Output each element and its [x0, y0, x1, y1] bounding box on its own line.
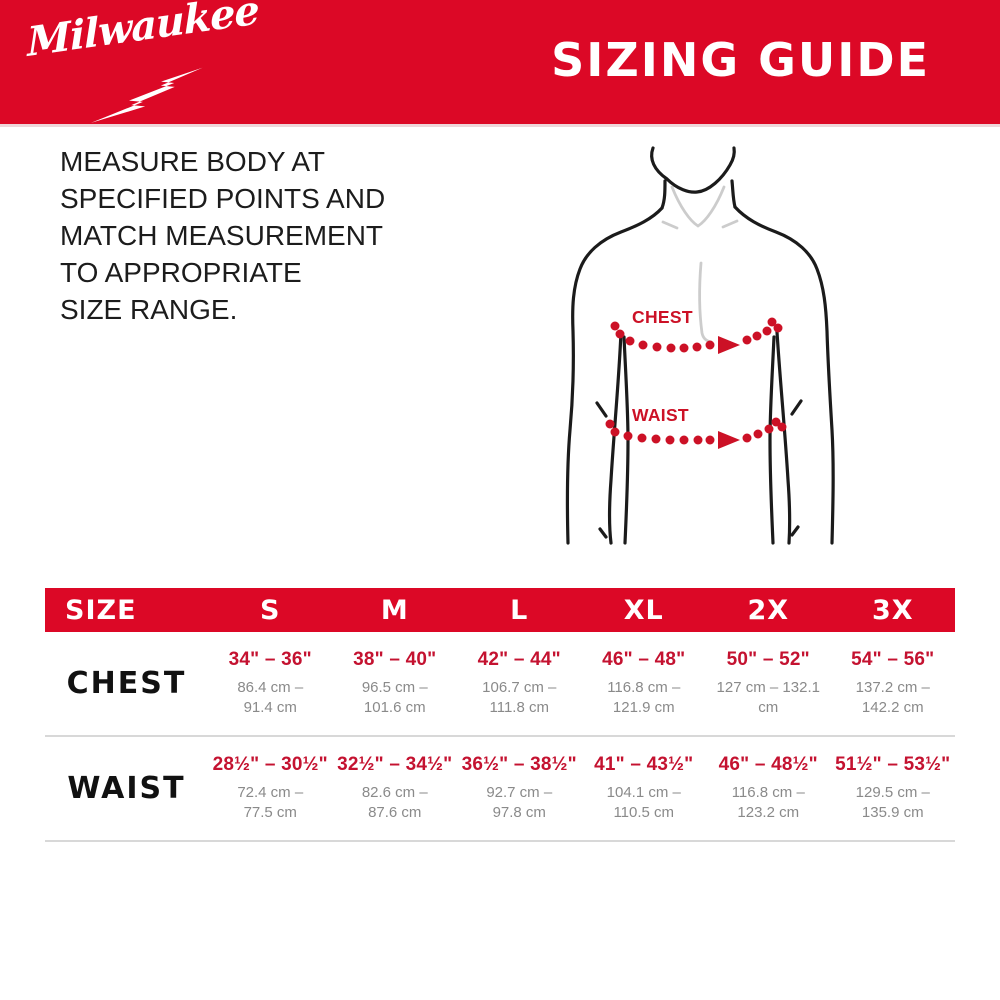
waist-cell-l: 36½" – 38½" 92.7 cm – 97.8 cm: [461, 754, 577, 821]
chest-cell-m: 38" – 40" 96.5 cm – 101.6 cm: [353, 649, 437, 716]
size-header-cell: SIZE: [65, 594, 137, 626]
milwaukee-logo: Milwaukee®: [26, 0, 259, 123]
page-title: SIZING GUIDE: [551, 32, 930, 87]
waist-arrow-icon: [718, 431, 740, 449]
header-banner: Milwaukee® SIZING GUIDE: [0, 0, 1000, 127]
intro-line: MEASURE BODY AT: [60, 146, 326, 177]
size-table: SIZE S M L XL 2X 3X CHEST 34" – 36" 86.4…: [45, 588, 955, 842]
logo-wordmark: Milwaukee: [26, 0, 260, 66]
lightning-bolt-icon: [90, 67, 203, 123]
chest-cell-s: 34" – 36" 86.4 cm – 91.4 cm: [228, 649, 312, 716]
intro-text: MEASURE BODY AT SPECIFIED POINTS AND MAT…: [60, 143, 385, 328]
intro-line: SIZE RANGE.: [60, 294, 238, 325]
intro-line: MATCH MEASUREMENT: [60, 220, 384, 251]
col-header-m: M: [380, 594, 409, 626]
intro-line: SPECIFIED POINTS AND: [60, 183, 386, 214]
chest-row: CHEST 34" – 36" 86.4 cm – 91.4 cm 38" – …: [45, 632, 955, 737]
chest-row-label: CHEST: [66, 666, 187, 701]
chest-cell-l: 42" – 44" 106.7 cm – 111.8 cm: [477, 649, 561, 716]
waist-cell-2x: 46" – 48½" 116.8 cm – 123.2 cm: [718, 754, 818, 821]
col-header-3x: 3X: [871, 594, 914, 626]
col-header-l: L: [510, 594, 529, 626]
chest-diagram-label: CHEST: [632, 307, 693, 327]
waist-cell-3x: 51½" – 53½" 129.5 cm – 135.9 cm: [835, 754, 951, 821]
torso-illustration: CHEST WAIST: [565, 146, 835, 545]
waist-cell-xl: 41" – 43½" 104.1 cm – 110.5 cm: [594, 754, 694, 821]
col-header-s: S: [260, 594, 281, 626]
chest-cell-2x: 50" – 52" 127 cm – 132.1 cm: [716, 649, 820, 716]
milwaukee-logo-text: Milwaukee®: [26, 0, 270, 66]
waist-diagram-label: WAIST: [632, 405, 689, 425]
size-table-header: SIZE S M L XL 2X 3X: [45, 588, 955, 632]
chest-cell-xl: 46" – 48" 116.8 cm – 121.9 cm: [602, 649, 686, 716]
waist-row: WAIST 28½" – 30½" 72.4 cm – 77.5 cm 32½"…: [45, 737, 955, 842]
body-measurement-diagram: CHEST WAIST: [540, 135, 940, 585]
intro-line: TO APPROPRIATE: [60, 257, 302, 288]
col-header-2x: 2X: [747, 594, 790, 626]
chest-measure-line: [610, 317, 783, 354]
waist-cell-s: 28½" – 30½" 72.4 cm – 77.5 cm: [212, 754, 328, 821]
waist-cell-m: 32½" – 34½" 82.6 cm – 87.6 cm: [337, 754, 453, 821]
chest-arrow-icon: [718, 336, 740, 354]
waist-measure-line: [605, 417, 787, 449]
waist-row-label: WAIST: [67, 771, 186, 806]
col-header-xl: XL: [623, 594, 664, 626]
chest-cell-3x: 54" – 56" 137.2 cm – 142.2 cm: [851, 649, 935, 716]
